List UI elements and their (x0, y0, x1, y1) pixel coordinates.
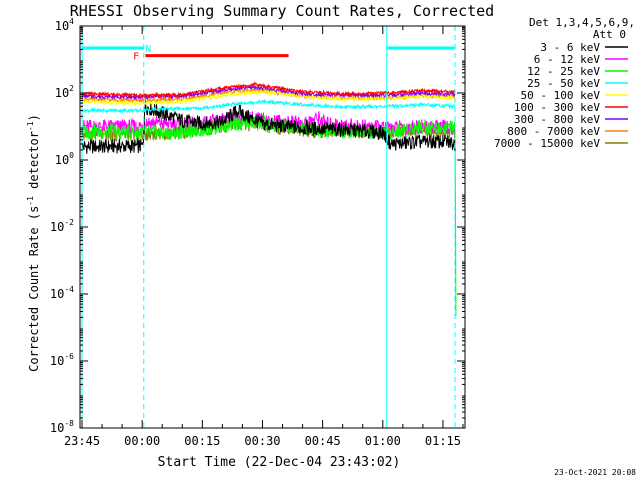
legend-header-detectors: Det 1,3,4,5,6,9, (529, 16, 635, 29)
ylabel-sup-2: -1 (26, 121, 35, 131)
y-tick-label-6: 104 (55, 17, 74, 33)
ylabel-sup-1: -1 (26, 196, 35, 206)
y-axis-label: Corrected Count Rate (s-1 detector-1) (26, 114, 41, 372)
series-line-4 (81, 88, 456, 107)
series-line-3 (81, 98, 456, 114)
y-tick-label-5: 102 (55, 84, 74, 100)
legend-label-1: 6 - 12 keV (534, 53, 601, 66)
y-tick-label-1: 10-6 (50, 352, 74, 368)
ylabel-part-1: Corrected Count Rate (s (27, 206, 41, 372)
legend-header-attenuator: Att 0 (593, 28, 626, 41)
legend-label-4: 50 - 100 keV (521, 89, 601, 102)
x-tick-label-3: 00:30 (244, 434, 280, 448)
y-tick-label-0: 10-8 (50, 419, 74, 435)
series-line-0 (81, 100, 456, 154)
y-tick-label-3: 10-2 (50, 218, 74, 234)
x-tick-label-6: 01:15 (425, 434, 461, 448)
chart-title: RHESSI Observing Summary Count Rates, Co… (70, 2, 494, 20)
x-tick-label-4: 00:45 (305, 434, 341, 448)
legend-label-3: 25 - 50 keV (527, 77, 600, 90)
x-tick-label-0: 23:45 (64, 434, 100, 448)
footer-timestamp: 23-Oct-2021 20:08 (554, 468, 636, 477)
series-line-5 (81, 81, 456, 99)
x-tick-label-5: 01:00 (365, 434, 401, 448)
legend-label-5: 100 - 300 keV (514, 101, 600, 114)
axes-group: 10-8 10-6 10-4 10-2 100 102 104 23:45 00:00 00:15… (50, 17, 466, 448)
legend-label-0: 3 - 6 keV (540, 41, 600, 54)
flag-label-0: N (145, 44, 151, 55)
ylabel-part-3: ) (27, 114, 41, 121)
flag-label-1: F (133, 52, 139, 63)
legend-label-8: 7000 - 15000 keV (494, 137, 600, 150)
legend-label-7: 800 - 7000 keV (507, 125, 600, 138)
y-axis-label-text: Corrected Count Rate (s-1 detector-1) (26, 114, 41, 372)
x-tick-label-1: 00:00 (124, 434, 160, 448)
series-group (81, 81, 457, 316)
x-tick-label-2: 00:15 (184, 434, 220, 448)
legend-label-2: 12 - 25 keV (527, 65, 600, 78)
legend-label-6: 300 - 800 keV (514, 113, 600, 126)
x-axis-label: Start Time (22-Dec-04 23:43:02) (158, 455, 401, 470)
ylabel-part-2: detector (27, 131, 41, 196)
y-tick-label-2: 10-4 (50, 285, 74, 301)
y-tick-label-4: 100 (55, 151, 74, 167)
